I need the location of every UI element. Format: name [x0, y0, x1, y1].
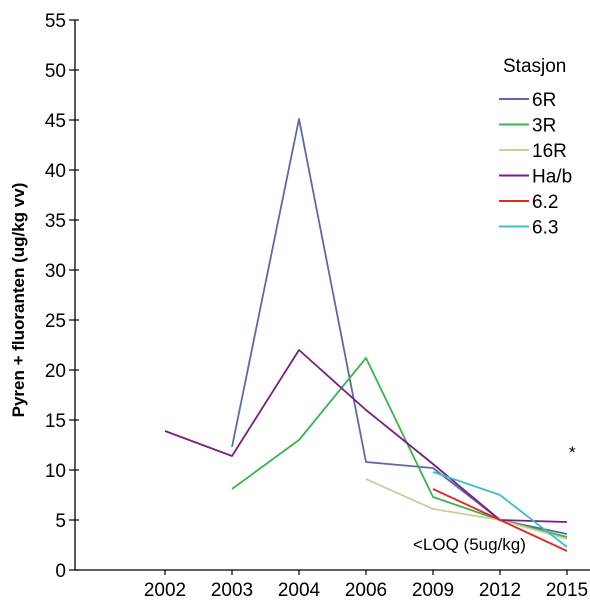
series-line-6-3 [432, 471, 568, 548]
x-tick-label: 2012 [479, 580, 521, 601]
legend-title: Stasjon [503, 56, 566, 77]
x-tick-label: 2009 [412, 580, 454, 601]
series-line-3r [231, 357, 568, 538]
legend-label: 6.3 [532, 218, 558, 239]
loq-annotation: <LOQ (5ug/kg) [413, 535, 526, 554]
y-tick-label: 30 [45, 261, 66, 282]
x-tick-label: 2004 [278, 580, 321, 601]
y-tick-label: 25 [45, 311, 66, 332]
y-tick-label: 20 [45, 361, 66, 382]
series-line-6r [231, 118, 568, 535]
y-tick-label: 45 [45, 111, 66, 132]
annotations: <LOQ (5ug/kg) * [413, 443, 576, 554]
x-tick-label: 2006 [345, 580, 387, 601]
y-tick-label: 0 [55, 561, 66, 582]
x-tick-label: 2003 [211, 580, 253, 601]
x-tick-label: 2015 [546, 580, 588, 601]
y-tick-label: 55 [45, 11, 66, 32]
y-tick-label: 5 [55, 511, 66, 532]
y-tick-label: 40 [45, 161, 66, 182]
legend-label: 6R [532, 90, 556, 111]
legend-label: 3R [532, 116, 556, 137]
x-tick-label: 2002 [144, 580, 186, 601]
series-line-16r [365, 478, 568, 540]
y-tick-label: 10 [45, 461, 66, 482]
axes: 0 5 10 15 20 25 30 35 40 45 50 55 2002 2003 2004 2006 20… [9, 11, 590, 601]
y-axis-label: Pyren + fluoranten (ug/kg vv) [9, 183, 28, 418]
legend-label: 16R [532, 141, 567, 162]
asterisk-annotation: * [569, 443, 576, 462]
y-tick-label: 35 [45, 211, 66, 232]
legend: Stasjon 6R 3R 16R Ha/b 6.2 6.3 [499, 56, 572, 239]
y-tick-label: 50 [45, 61, 66, 82]
series-line-ha-b [164, 349, 568, 523]
series-line-6-2 [432, 488, 568, 552]
y-tick-label: 15 [45, 411, 66, 432]
series-lines [164, 118, 568, 552]
legend-label: Ha/b [532, 167, 572, 188]
legend-label: 6.2 [532, 192, 558, 213]
